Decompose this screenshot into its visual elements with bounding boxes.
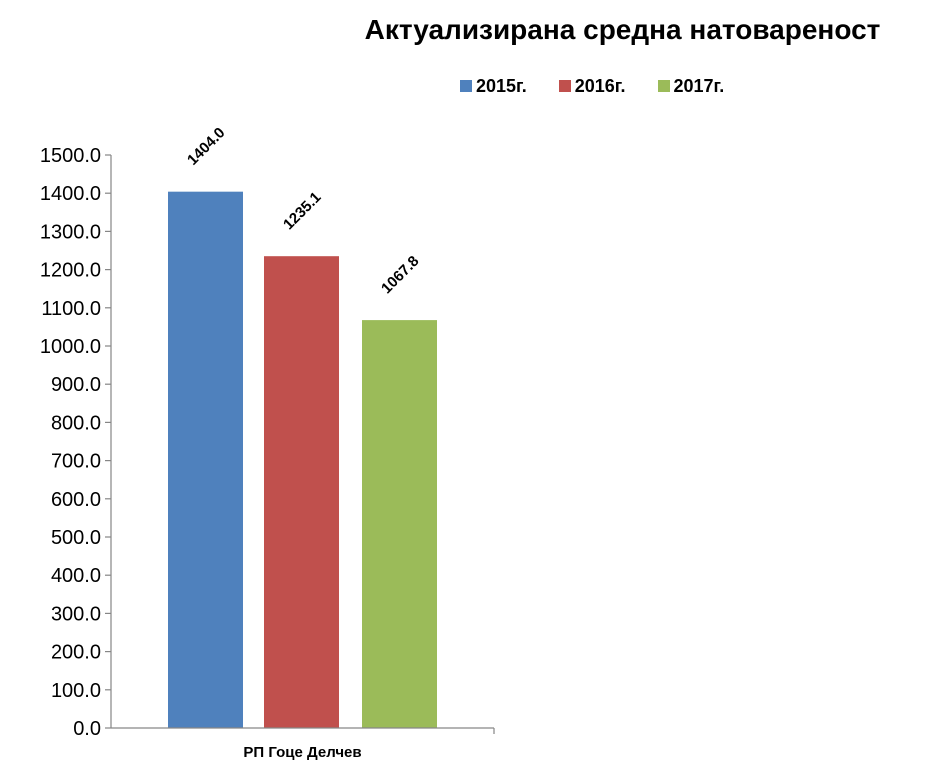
y-tick-label: 200.0: [51, 642, 101, 664]
bars: [168, 191, 437, 728]
y-tick-label: 600.0: [51, 489, 101, 511]
y-tick-label: 1300.0: [40, 221, 101, 243]
data-label-2016: 1235.1: [280, 189, 324, 233]
legend: 2015г. 2016г. 2017г.: [460, 74, 756, 98]
y-tick-label: 500.0: [51, 527, 101, 549]
y-tick-label: 1200.0: [40, 260, 101, 282]
data-label-2017: 1067.8: [378, 253, 422, 297]
y-axis: 0.0 100.0 200.0 300.0 400.0 500.0 600.0 700.0 80…: [40, 145, 112, 740]
legend-item-2017: 2017г.: [657, 75, 725, 97]
bar-2015: [168, 191, 243, 728]
y-tick-label: 300.0: [51, 603, 101, 625]
y-tick-label: 1100.0: [41, 298, 101, 320]
y-tick-label: 400.0: [51, 565, 101, 587]
legend-label-2016: 2016г.: [574, 75, 626, 96]
data-label-2015: 1404.0: [184, 124, 228, 168]
legend-swatch-2016: [558, 80, 571, 92]
y-tick-label: 700.0: [51, 451, 101, 473]
chart-title: Актуализирана средна натовареност: [364, 14, 881, 45]
y-tick-label: 0.0: [73, 718, 101, 740]
legend-swatch-2015: [460, 80, 472, 92]
bar-2017: [362, 320, 437, 728]
bar-2016: [264, 256, 339, 728]
legend-label-2017: 2017г.: [673, 75, 725, 96]
y-tick-label: 1400.0: [40, 183, 101, 205]
y-tick-label: 1000.0: [40, 336, 101, 358]
x-axis: РП Гоце Делчев: [111, 727, 495, 761]
y-tick-label: 800.0: [51, 412, 101, 434]
y-tick-label: 100.0: [51, 680, 101, 702]
y-tick-label: 1500.0: [40, 145, 101, 167]
legend-swatch-2017: [657, 80, 670, 92]
x-category-label: РП Гоце Делчев: [243, 744, 361, 761]
y-tick-label: 900.0: [51, 374, 101, 396]
legend-item-2016: 2016г.: [558, 75, 626, 97]
legend-item-2015: 2015г.: [460, 76, 527, 97]
legend-label-2015: 2015г.: [476, 75, 527, 96]
